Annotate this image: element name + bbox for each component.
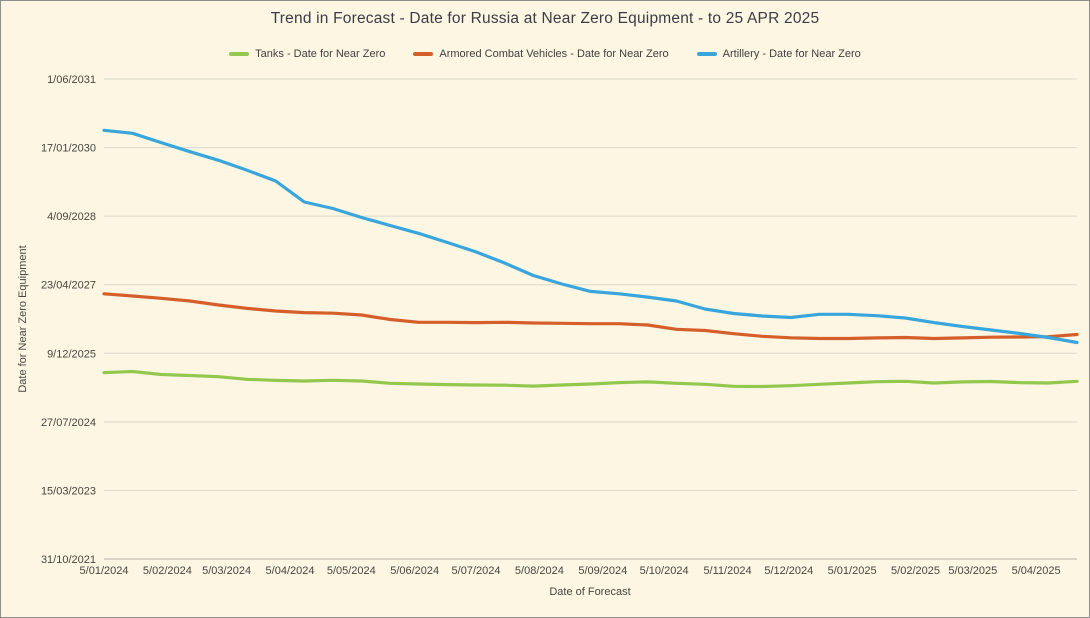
legend-label: Armored Combat Vehicles - Date for Near … (439, 48, 669, 60)
x-tick-label: 5/08/2024 (515, 565, 564, 577)
y-tick-label: 15/03/2023 (41, 485, 96, 497)
x-tick-label: 5/06/2024 (390, 565, 439, 577)
x-tick-label: 5/10/2024 (640, 565, 689, 577)
legend: Tanks - Date for Near Zero Armored Comba… (1, 48, 1089, 60)
y-axis-title: Date for Near Zero Equipment (17, 245, 29, 392)
series-line-tanks[interactable] (102, 369, 1079, 389)
tick-labels-layer: 31/10/2021 15/03/2023 27/07/2024 9/12/2025 2… (41, 74, 1061, 577)
legend-swatch-armored-combat-vehicles (413, 52, 434, 56)
y-tick-label: 27/07/2024 (41, 417, 96, 429)
x-tick-label: 5/05/2024 (327, 565, 376, 577)
chart-title: Trend in Forecast - Date for Russia at N… (270, 10, 820, 27)
legend-item-artillery[interactable]: Artillery - Date for Near Zero (696, 48, 861, 60)
x-tick-label: 5/11/2024 (703, 565, 751, 577)
x-tick-label: 5/03/2024 (202, 565, 251, 577)
series-line-armored-combat-vehicles[interactable] (102, 292, 1079, 341)
legend-label: Tanks - Date for Near Zero (255, 48, 386, 60)
x-tick-label: 5/04/2024 (266, 565, 315, 577)
x-tick-label: 5/03/2025 (948, 565, 997, 577)
x-tick-label: 5/01/2024 (80, 565, 129, 577)
x-tick-label: 5/07/2024 (452, 565, 501, 577)
legend-swatch-tanks (229, 52, 250, 56)
legend-label: Artillery - Date for Near Zero (722, 48, 861, 60)
x-tick-label: 5/04/2025 (1012, 565, 1061, 577)
y-tick-label: 1/06/2031 (47, 74, 96, 86)
x-tick-label: 5/02/2025 (891, 565, 940, 577)
x-tick-label: 5/09/2024 (578, 565, 627, 577)
y-tick-label: 4/09/2028 (47, 211, 96, 223)
series-layer (102, 128, 1079, 389)
y-tick-label: 31/10/2021 (41, 554, 96, 566)
y-tick-label: 23/04/2027 (41, 280, 96, 292)
legend-item-armored-combat-vehicles[interactable]: Armored Combat Vehicles - Date for Near … (413, 48, 669, 60)
x-tick-label: 5/02/2024 (143, 565, 192, 577)
y-tick-label: 9/12/2025 (47, 348, 96, 360)
x-tick-label: 5/12/2024 (764, 565, 813, 577)
series-line-artillery[interactable] (102, 128, 1079, 345)
x-axis-title: Date of Forecast (549, 586, 630, 598)
legend-item-tanks[interactable]: Tanks - Date for Near Zero (229, 48, 385, 60)
y-tick-label: 17/01/2030 (41, 143, 96, 155)
legend-swatch-artillery (696, 52, 717, 56)
x-tick-label: 5/01/2025 (828, 565, 877, 577)
gridlines-layer (104, 78, 1077, 560)
